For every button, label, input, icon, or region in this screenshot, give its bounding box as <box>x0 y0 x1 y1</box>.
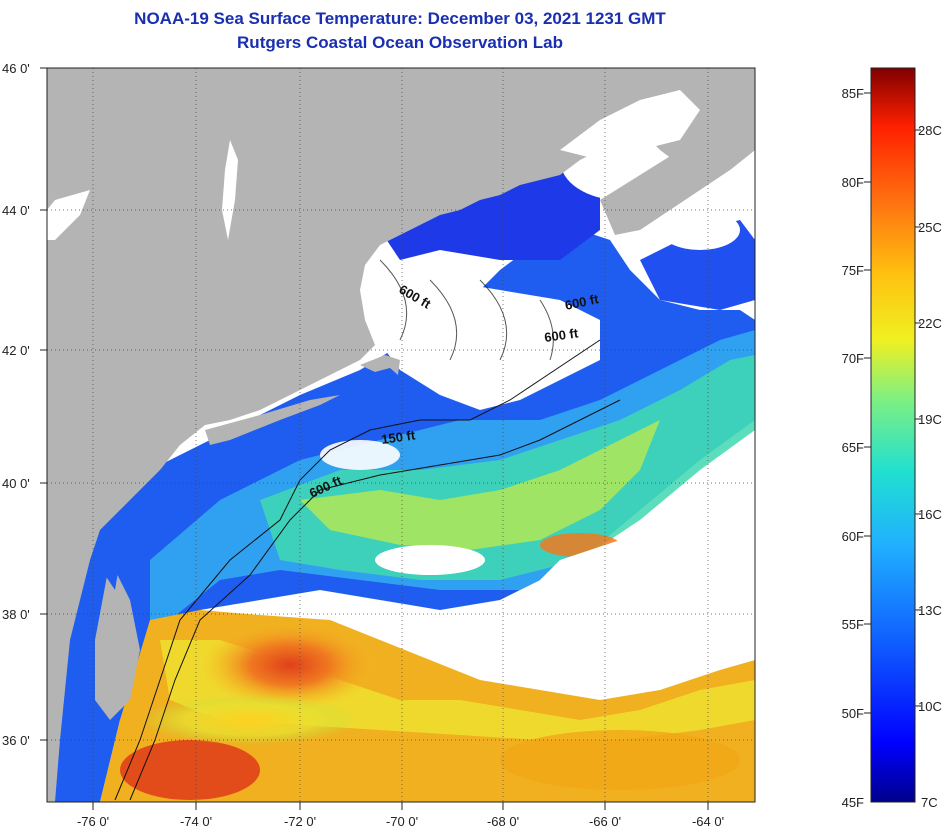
contour-600ft <box>129 399 621 801</box>
warm-core-south <box>120 740 260 800</box>
map-plot-area: 600 ft 600 ft 600 ft 150 ft 600 ft <box>47 68 755 802</box>
colorbar-c-label: 25C <box>918 220 942 235</box>
delaware-bay <box>105 545 120 590</box>
colorbar-f-label: 85F <box>842 86 864 101</box>
contour-label: 600 ft <box>543 325 579 345</box>
lon-label: -70 0' <box>386 814 418 829</box>
colorbar-c-label: 13C <box>918 603 942 618</box>
lon-label: -64 0' <box>692 814 724 829</box>
map-title: NOAA-19 Sea Surface Temperature: Decembe… <box>134 9 666 28</box>
land-cape-cod <box>360 355 400 375</box>
colorbar-c-label: 10C <box>918 699 942 714</box>
colorbar-f-label: 45F <box>842 795 864 810</box>
colorbar-f-label: 80F <box>842 175 864 190</box>
lat-label: 40 0' <box>2 476 30 491</box>
colorbar-f-label: 75F <box>842 263 864 278</box>
cloud-patch-georges <box>370 280 600 410</box>
map-frame <box>46 67 756 803</box>
lat-label: 38 0' <box>2 607 30 622</box>
lat-label: 44 0' <box>2 203 30 218</box>
gulf-st-lawrence-cloud <box>560 90 700 160</box>
lat-label: 46 0' <box>2 61 30 76</box>
warm-southeast <box>500 730 740 790</box>
contour-150ft <box>114 339 601 801</box>
lat-label: 36 0' <box>2 733 30 748</box>
colorbar-c-label: 22C <box>918 316 942 331</box>
colorbar <box>870 67 916 803</box>
land-mainland <box>47 68 755 802</box>
lake-champlain <box>222 140 238 240</box>
lon-label: -68 0' <box>487 814 519 829</box>
colorbar-f-label: 70F <box>842 351 864 366</box>
land-nova-scotia <box>600 110 755 235</box>
lon-label: -74 0' <box>180 814 212 829</box>
colorbar-f-label: 65F <box>842 440 864 455</box>
contour-label: 150 ft <box>380 427 416 447</box>
gulf-of-maine-water <box>380 160 600 260</box>
cloud-patch-offshore <box>440 500 755 690</box>
warm-eddy <box>200 620 380 710</box>
contour-label: 600 ft <box>564 291 601 313</box>
cloud-patch-inner <box>320 440 400 470</box>
slope-water-yellow-green <box>300 420 660 550</box>
cloud-patch-nova-scotia <box>660 210 740 250</box>
lon-label: -72 0' <box>284 814 316 829</box>
colorbar-c-label: 19C <box>918 412 942 427</box>
warm-band <box>140 695 360 745</box>
colorbar-c-label: 7C <box>921 795 938 810</box>
contour-gulf-maine <box>379 259 554 361</box>
lon-label: -66 0' <box>589 814 621 829</box>
colorbar-ticks <box>864 92 921 714</box>
lon-label: -76 0' <box>77 814 109 829</box>
colorbar-f-label: 55F <box>842 617 864 632</box>
chesapeake-bay <box>78 600 95 740</box>
colorbar-c-label: 16C <box>918 507 942 522</box>
cloud-patch-midshelf <box>375 545 485 575</box>
lat-label: 42 0' <box>2 343 30 358</box>
colorbar-f-label: 50F <box>842 706 864 721</box>
land-delmarva <box>95 560 140 720</box>
colorbar-c-label: 28C <box>918 123 942 138</box>
axis-ticks <box>40 67 709 810</box>
map-subtitle: Rutgers Coastal Ocean Observation Lab <box>237 33 563 52</box>
colorbar-f-label: 60F <box>842 529 864 544</box>
lake-ontario <box>47 190 90 240</box>
land-long-island <box>205 395 340 445</box>
